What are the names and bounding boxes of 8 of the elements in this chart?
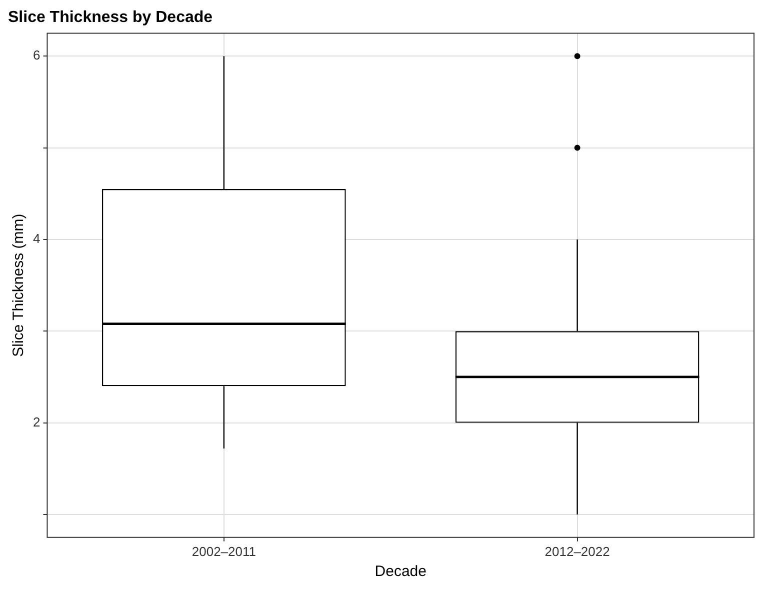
x-tick-label: 2002–2011: [192, 544, 256, 559]
chart-title: Slice Thickness by Decade: [8, 9, 213, 26]
y-tick-label: 4: [32, 231, 40, 246]
x-axis-title: Decade: [374, 563, 426, 580]
x-tick-label: 2012–2022: [544, 544, 610, 559]
y-tick-label: 6: [32, 48, 40, 63]
y-tick-label: 2: [32, 414, 40, 430]
y-axis-title: Slice Thickness (mm): [10, 214, 28, 357]
